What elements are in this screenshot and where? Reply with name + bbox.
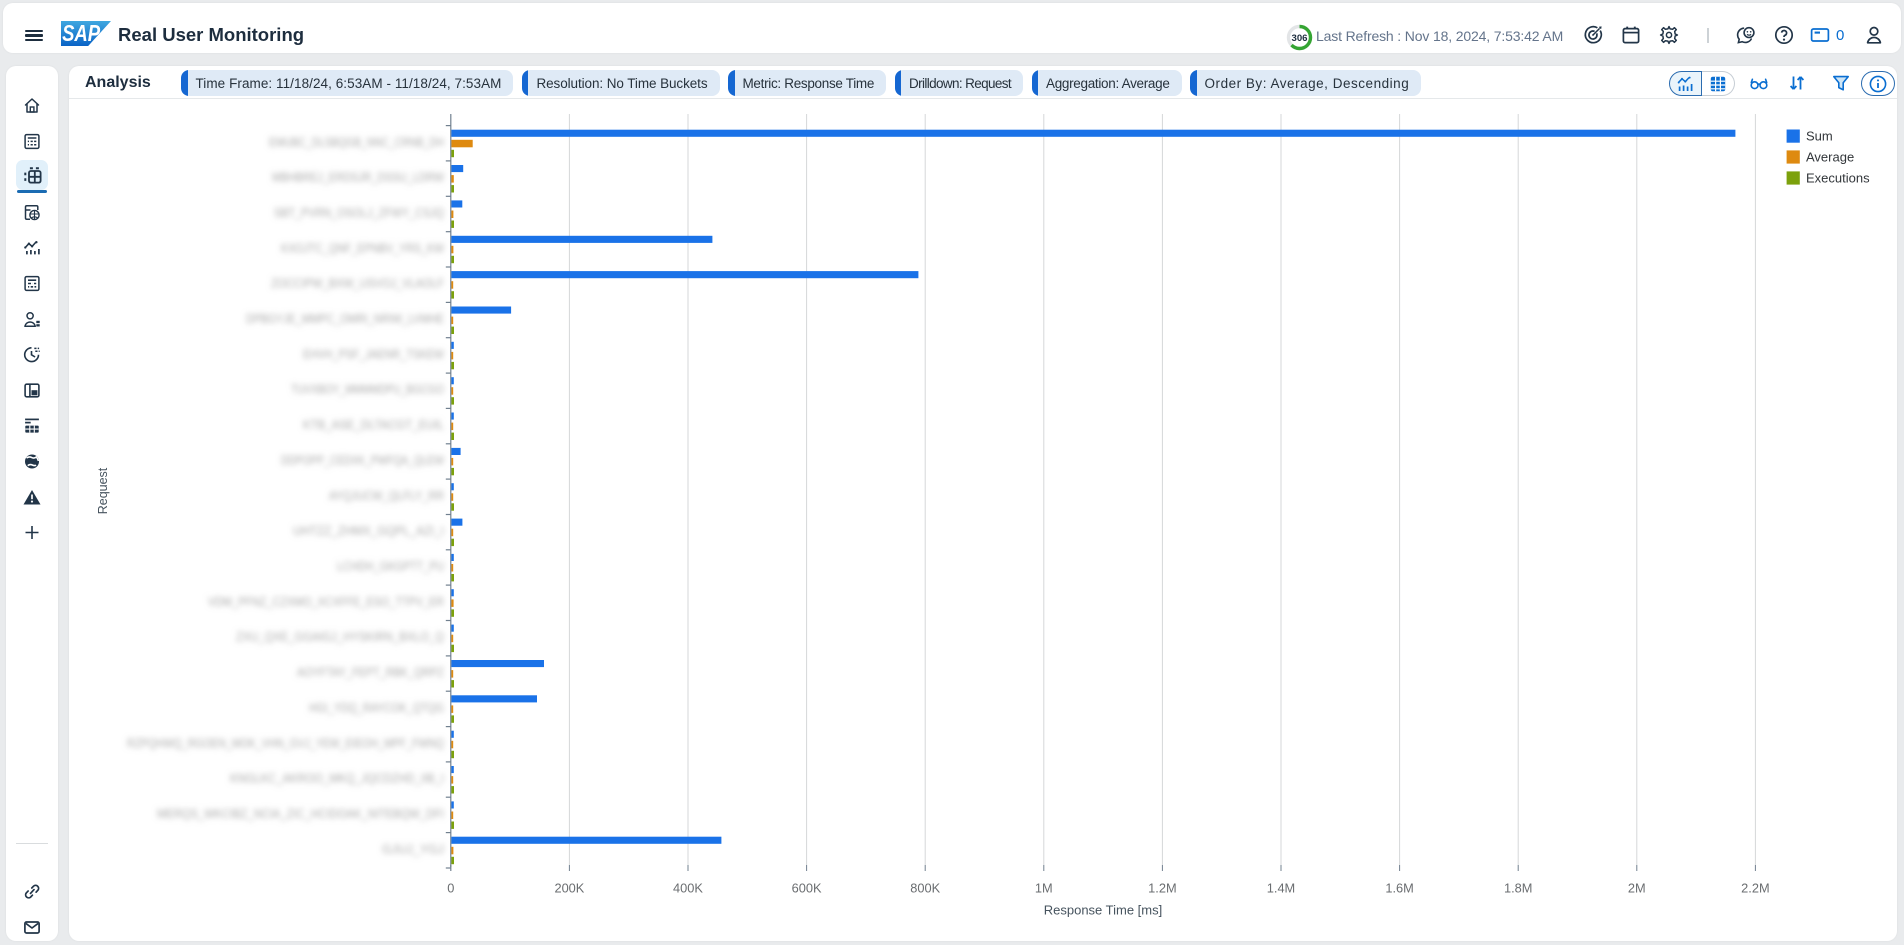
svg-text:LCHDH_GKGPTT_PU: LCHDH_GKGPTT_PU (337, 559, 444, 574)
svg-text:2.2M: 2.2M (1741, 881, 1769, 896)
svg-text:DPBGYJE_MMPC_OMRI_NRIW_LVMHE: DPBGYJE_MMPC_OMRI_NRIW_LVMHE (246, 311, 444, 326)
svg-text:ZXU_QXE_GGAIGJ_HYSKIRN_BXLO_Q: ZXU_QXE_GGAIGJ_HYSKIRN_BXLO_Q (236, 629, 444, 644)
svg-text:SAP: SAP (62, 21, 101, 46)
svg-text:800K: 800K (910, 881, 940, 896)
svg-text:306: 306 (1291, 33, 1307, 44)
svg-text:Sum: Sum (1806, 129, 1833, 144)
svg-text:HGI_YDQ_RAYCOK_QTQG: HGI_YDQ_RAYCOK_QTQG (309, 700, 444, 715)
svg-text:UHTZZ_ZHMX_GQPL_AZI_I: UHTZZ_ZHMX_GQPL_AZI_I (293, 523, 444, 538)
svg-text:Average: Average (1806, 149, 1854, 164)
svg-text:ZOCCIPW_BXW_USVOJ_VLAOLF: ZOCCIPW_BXW_USVOJ_VLAOLF (271, 276, 444, 291)
svg-text:EMUBC_DLSBQGB_NNC_CRNB_DH: EMUBC_DLSBQGB_NNC_CRNB_DH (269, 134, 444, 149)
svg-text:EHVH_PSF_JAENR_TSKEW: EHVH_PSF_JAENR_TSKEW (303, 346, 445, 361)
svg-text:0: 0 (447, 881, 454, 896)
svg-text:1.6M: 1.6M (1385, 881, 1413, 896)
svg-text:AOYFTAY_FEPT_RBK_QRPZ: AOYFTAY_FEPT_RBK_QRPZ (297, 665, 444, 680)
svg-text:Request: Request (96, 467, 110, 514)
svg-text:1.4M: 1.4M (1267, 881, 1295, 896)
svg-text:KTB_ASE_DLTACGT_EUIL: KTB_ASE_DLTACGT_EUIL (303, 417, 444, 432)
svg-text:TUVXBOY_MMMMDPU_BGCGO: TUVXBOY_MMMMDPU_BGCGO (291, 382, 444, 397)
svg-text:Executions: Executions (1806, 170, 1870, 185)
svg-text:MBHBREJ_ERDSJR_DSSU_LDRW: MBHBREJ_ERDSJR_DSSU_LDRW (272, 170, 445, 185)
svg-text:SBT_PVRN_OSOLJ_ZFWY_CSJQ: SBT_PVRN_OSOLJ_ZFWY_CSJQ (274, 205, 444, 220)
svg-text:200K: 200K (554, 881, 584, 896)
svg-text:400K: 400K (673, 881, 703, 896)
svg-text:1.2M: 1.2M (1148, 881, 1176, 896)
svg-text:KXOJTC_QNF_EPNBV_YRS_KW: KXOJTC_QNF_EPNBV_YRS_KW (281, 240, 445, 255)
svg-text:1M: 1M (1035, 881, 1053, 896)
svg-text:VDM_PFNZ_CZXMO_XCXFFE_ESO_TTPV: VDM_PFNZ_CZXMO_XCXFFE_ESO_TTPV_ER (208, 594, 444, 609)
svg-text:KNGLKC_AKROO_MKQ_JQCDZHD_IIB_I: KNGLKC_AKROO_MKQ_JQCDZHD_IIB_I (230, 771, 444, 786)
svg-text:MERQS_WKCIBZ_NCIA_ZIC_HCIDOAK_: MERQS_WKCIBZ_NCIA_ZIC_HCIDOAK_NITEBQW_DF… (157, 806, 444, 821)
svg-text:DDPOPP_CEDXK_PWFQA_QLEW: DDPOPP_CEDXK_PWFQA_QLEW (281, 452, 445, 467)
svg-text:1.8M: 1.8M (1504, 881, 1532, 896)
svg-text:GJUJ_YGJ: GJUJ_YGJ (382, 841, 444, 856)
svg-text:2M: 2M (1628, 881, 1646, 896)
svg-text:600K: 600K (792, 881, 822, 896)
svg-text:Response Time [ms]: Response Time [ms] (1044, 903, 1163, 918)
svg-text:AYQJUCW_QLFLY_RR: AYQJUCW_QLFLY_RR (329, 488, 444, 503)
svg-text:RZPQHWQ_RGOEN_MOK_VHN_GVJ_YEW_: RZPQHWQ_RGOEN_MOK_VHN_GVJ_YEW_EIEOH_MPF_… (127, 735, 444, 750)
